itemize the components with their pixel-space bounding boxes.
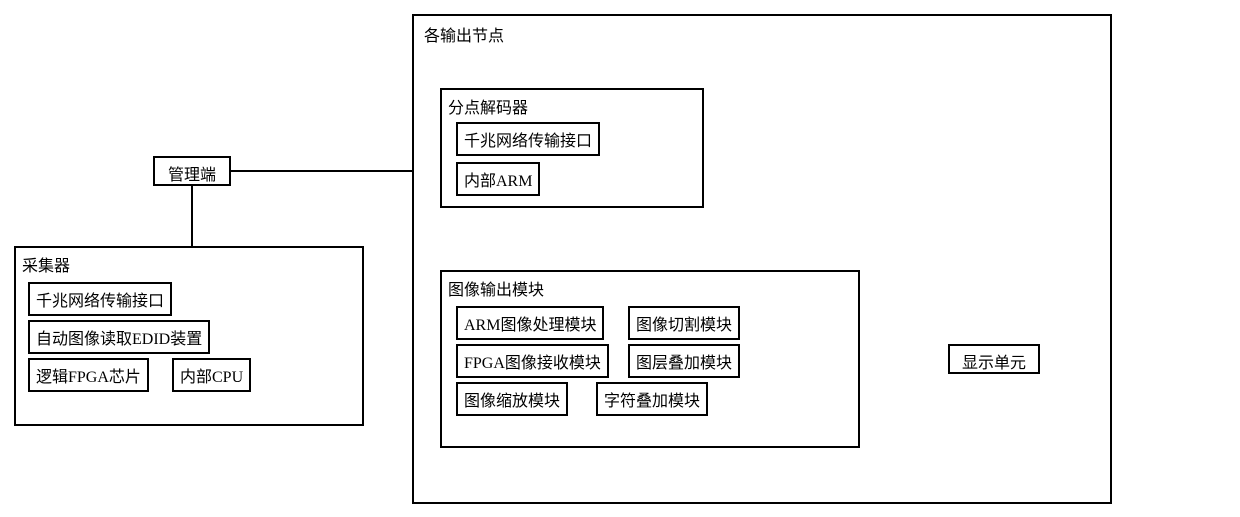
collector-fpga: 逻辑FPGA芯片 (28, 358, 149, 392)
decoder-arm: 内部ARM (456, 162, 540, 196)
image-output-char-overlay: 字符叠加模块 (596, 382, 708, 416)
decoder-net-if: 千兆网络传输接口 (456, 122, 600, 156)
collector-edid: 自动图像读取EDID装置 (28, 320, 210, 354)
collector-cpu-label: 内部CPU (180, 369, 243, 386)
image-output-title: 图像输出模块 (442, 272, 858, 304)
decoder-title: 分点解码器 (442, 90, 702, 122)
management-node: 管理端 (153, 156, 231, 186)
collector-net-if-label: 千兆网络传输接口 (36, 293, 164, 310)
arm-proc-label: ARM图像处理模块 (464, 317, 596, 334)
cut-label: 图像切割模块 (636, 317, 732, 334)
scale-label: 图像缩放模块 (464, 393, 560, 410)
image-output-fpga-recv: FPGA图像接收模块 (456, 344, 609, 378)
layer-label: 图层叠加模块 (636, 355, 732, 372)
collector-edid-label: 自动图像读取EDID装置 (36, 331, 202, 348)
decoder-arm-label: 内部ARM (464, 173, 532, 190)
display-unit-label: 显示单元 (962, 355, 1026, 372)
image-output-scale: 图像缩放模块 (456, 382, 568, 416)
image-output-layer: 图层叠加模块 (628, 344, 740, 378)
management-label: 管理端 (168, 167, 216, 184)
output-nodes-title: 各输出节点 (424, 22, 504, 46)
collector-net-if: 千兆网络传输接口 (28, 282, 172, 316)
decoder-net-if-label: 千兆网络传输接口 (464, 133, 592, 150)
char-overlay-label: 字符叠加模块 (604, 393, 700, 410)
collector-fpga-label: 逻辑FPGA芯片 (36, 369, 141, 386)
collector-title: 采集器 (16, 248, 362, 280)
collector-cpu: 内部CPU (172, 358, 251, 392)
fpga-recv-label: FPGA图像接收模块 (464, 355, 601, 372)
image-output-arm-proc: ARM图像处理模块 (456, 306, 604, 340)
image-output-cut: 图像切割模块 (628, 306, 740, 340)
display-unit-node: 显示单元 (948, 344, 1040, 374)
